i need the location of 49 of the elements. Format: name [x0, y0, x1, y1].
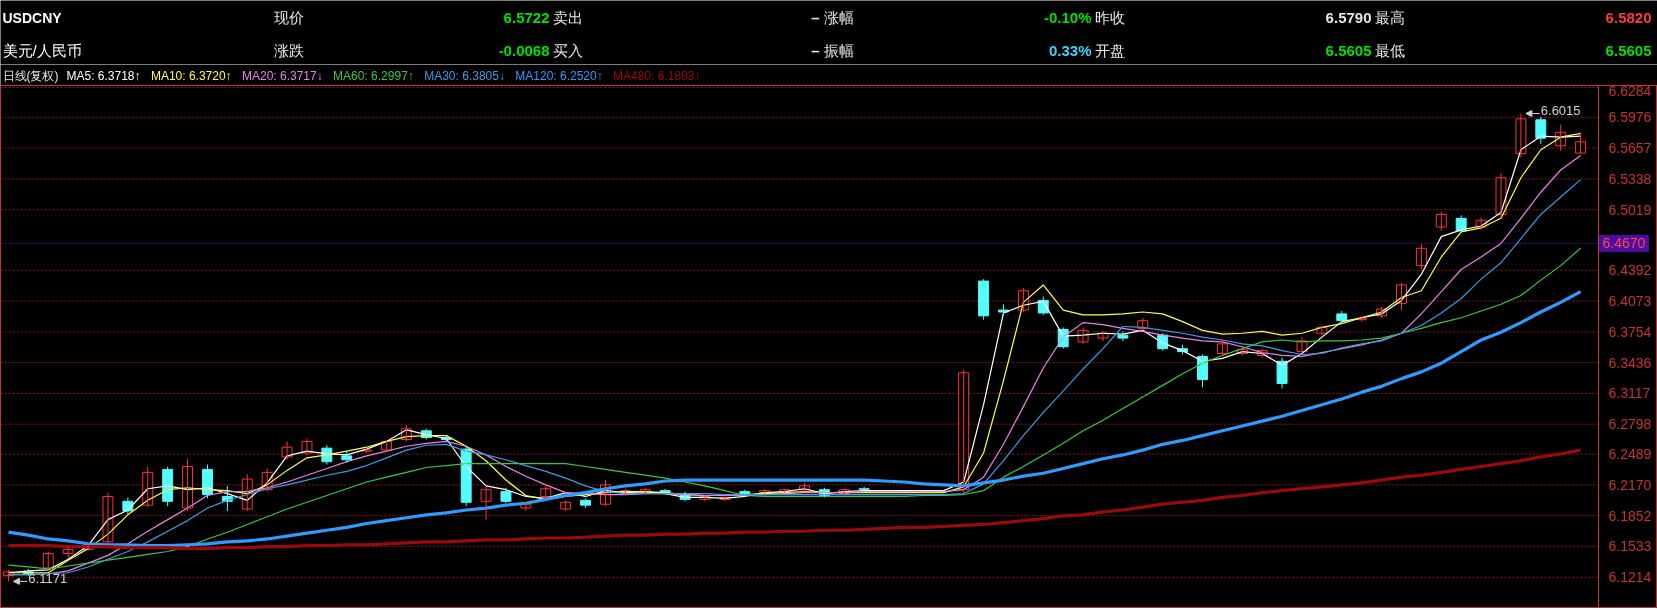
- text: -0.10%: [1043, 9, 1092, 26]
- y-tick-label: 6.1214: [1608, 569, 1652, 586]
- text: 涨幅: [823, 9, 854, 26]
- text: MA480: 6.1893↑: [613, 69, 701, 83]
- text: USDCNY: [2, 9, 63, 26]
- y-tick-label: 6.4073: [1608, 293, 1652, 310]
- text: 6.5790: [1325, 8, 1372, 26]
- text: 买入: [552, 42, 583, 59]
- text: 0.33%: [1048, 42, 1092, 59]
- text: 涨跌: [273, 42, 304, 59]
- y-tick-label: 6.3754: [1608, 323, 1652, 340]
- text: MA5: 6.3718↑: [66, 69, 141, 83]
- text: 振幅: [823, 42, 854, 59]
- text: MA20: 6.3717↓: [242, 69, 323, 83]
- text: 最低: [1374, 42, 1405, 59]
- y-tick-label: 6.1852: [1608, 507, 1652, 524]
- text: 现价: [273, 9, 304, 26]
- text: MA60: 6.2997↑: [333, 69, 414, 83]
- text: MA10: 6.3720↑: [150, 69, 232, 83]
- text: 6.5605: [1325, 41, 1372, 59]
- annotation: 6.6015: [1540, 103, 1581, 119]
- y-tick-label: 6.2170: [1608, 476, 1652, 493]
- text: 开盘: [1094, 42, 1125, 59]
- annotation: 6.1171: [28, 570, 68, 586]
- text: MA120: 6.2520↑: [515, 69, 603, 83]
- y-tick-label: 6.5976: [1608, 109, 1652, 126]
- y-tick-label: 6.1533: [1608, 538, 1652, 555]
- text: 6.5605: [1605, 41, 1652, 59]
- y-tick-label: 6.2489: [1608, 446, 1652, 463]
- text: –: [811, 9, 820, 26]
- text: 昨收: [1094, 9, 1125, 26]
- y-tick-label: 6.3436: [1608, 354, 1652, 371]
- y-tick-label: 6.6284: [1608, 82, 1652, 99]
- ref-line-label: 6.4670: [1602, 235, 1646, 252]
- text: 卖出: [552, 9, 583, 26]
- y-tick-label: 6.3117: [1608, 385, 1651, 402]
- text: MA30: 6.3805↓: [424, 69, 505, 83]
- y-tick-label: 6.4392: [1608, 262, 1652, 279]
- text: -0.0068: [498, 41, 550, 59]
- y-tick-label: 6.5338: [1608, 170, 1652, 187]
- text: –: [811, 42, 820, 59]
- text: 6.5820: [1605, 8, 1652, 26]
- text: 美元/人民币: [2, 42, 82, 59]
- text: 最高: [1374, 9, 1405, 26]
- y-tick-label: 6.5019: [1608, 201, 1652, 218]
- legend-title: 日线(复权): [2, 69, 59, 83]
- y-tick-label: 6.5657: [1608, 140, 1652, 157]
- y-tick-label: 6.2798: [1608, 416, 1652, 433]
- text: 6.5722: [503, 8, 550, 26]
